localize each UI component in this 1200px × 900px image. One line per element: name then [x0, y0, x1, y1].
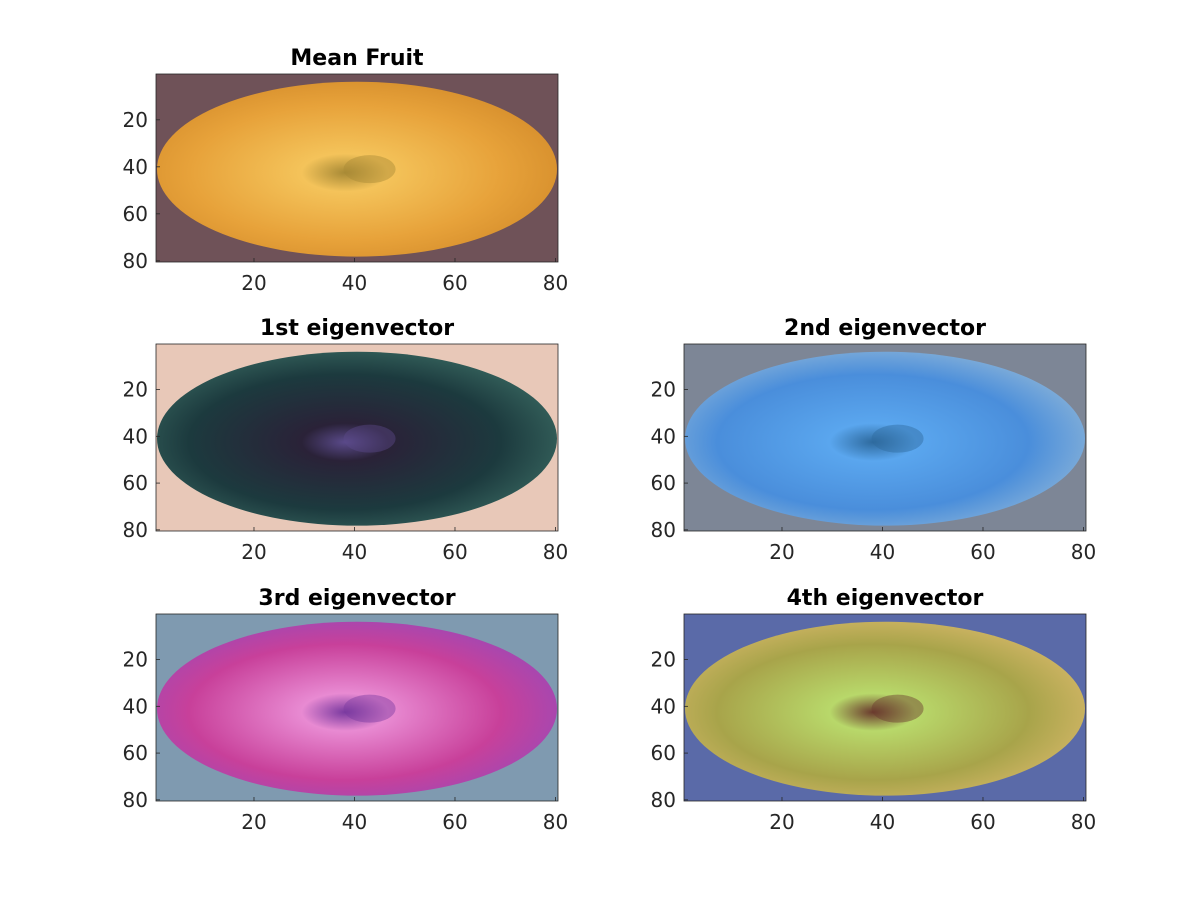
fruit-center-spot: [343, 155, 396, 184]
subplot-title: 4th eigenvector: [787, 586, 984, 611]
axes-frame: [683, 343, 1087, 532]
subplot-title: 2nd eigenvector: [784, 316, 986, 341]
y-tick-label: 20: [123, 108, 148, 132]
y-tick-label: 80: [651, 788, 676, 812]
axes-frame: [683, 613, 1087, 802]
x-tick-label: 80: [1071, 540, 1096, 564]
y-tick-label: 60: [651, 471, 676, 495]
subplot-3: 2nd eigenvector 20 40 60 80 20 40 60 80: [651, 316, 1097, 564]
x-tick-label: 20: [241, 540, 266, 564]
x-tick-label: 40: [342, 540, 367, 564]
y-tick-label: 60: [651, 741, 676, 765]
x-tick-label: 80: [1071, 810, 1096, 834]
y-tick-label: 80: [123, 788, 148, 812]
x-tick-label: 80: [543, 540, 568, 564]
x-tick-label: 20: [769, 810, 794, 834]
y-tick-label: 80: [123, 249, 148, 273]
x-tick-label: 60: [442, 271, 467, 295]
x-tick-label: 60: [442, 810, 467, 834]
fruit-region: [157, 351, 557, 526]
fruit-region: [157, 81, 557, 257]
x-tick-label: 60: [970, 810, 995, 834]
y-tick-label: 20: [651, 648, 676, 672]
x-tick-label: 60: [970, 540, 995, 564]
fruit-region: [685, 351, 1085, 526]
x-tick-label: 20: [241, 271, 266, 295]
x-tick-label: 40: [342, 810, 367, 834]
subplot-title: Mean Fruit: [290, 46, 424, 71]
y-tick-label: 40: [123, 694, 148, 718]
x-tick-label: 40: [342, 271, 367, 295]
fruit-region: [685, 621, 1085, 796]
y-tick-label: 40: [123, 424, 148, 448]
y-tick-label: 80: [651, 518, 676, 542]
x-tick-label: 40: [870, 540, 895, 564]
y-tick-label: 20: [651, 378, 676, 402]
y-tick-label: 80: [123, 518, 148, 542]
subplot-2: 1st eigenvector 20 40 60 80 20 40 60 80: [123, 316, 569, 564]
y-tick-label: 40: [651, 424, 676, 448]
subplot-title: 3rd eigenvector: [258, 586, 455, 611]
fruit-center-spot: [343, 694, 396, 723]
axes-frame: [155, 343, 559, 532]
x-tick-label: 20: [241, 810, 266, 834]
axes-frame: [155, 613, 559, 802]
y-tick-label: 60: [123, 741, 148, 765]
fruit-center-spot: [343, 424, 396, 453]
y-tick-label: 40: [123, 155, 148, 179]
y-tick-label: 60: [123, 471, 148, 495]
x-tick-label: 40: [870, 810, 895, 834]
fruit-center-spot: [871, 694, 924, 723]
y-tick-label: 60: [123, 202, 148, 226]
y-tick-label: 40: [651, 694, 676, 718]
x-tick-label: 20: [769, 540, 794, 564]
x-tick-label: 80: [543, 810, 568, 834]
axes-frame: [155, 73, 559, 263]
fruit-center-spot: [871, 424, 924, 453]
x-tick-label: 80: [543, 271, 568, 295]
fruit-region: [157, 621, 557, 796]
y-tick-label: 20: [123, 648, 148, 672]
subplot-5: 4th eigenvector 20 40 60 80 20 40 60 80: [651, 586, 1097, 834]
x-tick-label: 60: [442, 540, 467, 564]
y-tick-label: 20: [123, 378, 148, 402]
subplot-title: 1st eigenvector: [260, 316, 454, 341]
subplot-4: 3rd eigenvector 20 40 60 80 20 40 60 80: [123, 586, 569, 834]
subplot-1: Mean Fruit 20 40 60 80 20 40 60 80: [123, 46, 569, 295]
